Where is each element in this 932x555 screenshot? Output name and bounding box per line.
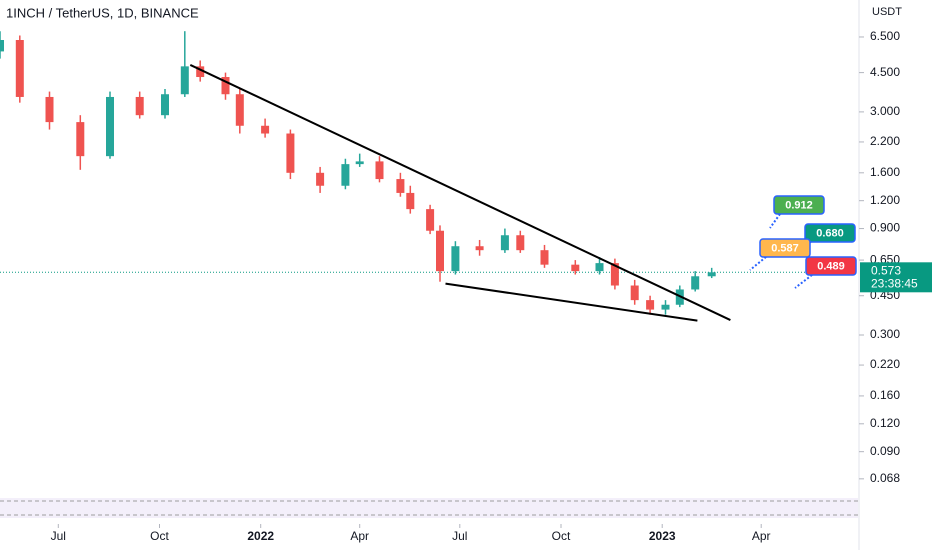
- callout-box: [773, 195, 825, 215]
- callout-pointer: [794, 274, 813, 289]
- rsi-panel: [0, 498, 858, 518]
- x-tick-label: Jul: [51, 529, 66, 543]
- y-tick-label: 1.600: [870, 165, 900, 179]
- y-tick-label: 0.120: [870, 416, 900, 430]
- candle-body: [610, 263, 619, 286]
- candle-body: [661, 304, 670, 310]
- y-tick-label: 0.900: [870, 221, 900, 235]
- x-tick-label: Jul: [452, 529, 467, 543]
- trendline: [445, 282, 698, 322]
- candle-body: [106, 96, 114, 157]
- candle-body: [630, 285, 639, 301]
- trendline: [189, 64, 731, 321]
- callout-label: 0.587: [771, 242, 799, 254]
- candle-body: [135, 96, 144, 116]
- candle-body: [235, 94, 244, 126]
- candle-body: [516, 235, 525, 251]
- candle-body: [341, 164, 350, 186]
- candle-body: [451, 246, 460, 272]
- candle-body: [180, 66, 189, 95]
- candle-body: [406, 192, 415, 210]
- candle-body: [540, 250, 549, 265]
- candle-body: [595, 263, 604, 272]
- candle-body: [45, 96, 54, 123]
- y-tick-label: 6.500: [870, 29, 900, 43]
- candle-body: [261, 125, 270, 134]
- callout-label: 0.489: [817, 260, 845, 272]
- y-unit: USDT: [872, 6, 902, 18]
- candle-body: [646, 300, 655, 310]
- x-tick-label: Oct: [552, 529, 571, 543]
- candle-body: [286, 133, 295, 173]
- y-tick-label: 0.160: [870, 388, 900, 402]
- candle-body: [375, 161, 384, 180]
- callout-box: [805, 256, 857, 276]
- candle-body: [316, 172, 325, 186]
- callout-pointer: [769, 213, 781, 229]
- candle-body: [426, 209, 435, 231]
- y-tick-label: 0.090: [870, 444, 900, 458]
- candle-body: [436, 230, 444, 272]
- candle-body: [355, 161, 364, 165]
- y-tick-label: 0.300: [870, 327, 900, 341]
- candle-body: [691, 276, 700, 290]
- x-tick-label: Apr: [350, 529, 369, 543]
- x-tick-label: Oct: [150, 529, 169, 543]
- candle-body: [500, 235, 509, 251]
- chart-title: 1INCH / TetherUS, 1D, BINANCE: [6, 5, 199, 20]
- candle-body: [161, 94, 169, 116]
- candle-body: [0, 40, 4, 52]
- callout-box: [759, 238, 811, 258]
- y-tick-label: 0.220: [870, 357, 900, 371]
- last-price-tag: [860, 262, 932, 293]
- x-tick-label: 2022: [247, 529, 274, 543]
- candle-body: [15, 40, 24, 97]
- y-tick-label: 0.068: [870, 471, 900, 485]
- callout-pointer: [749, 256, 767, 271]
- candle-body: [475, 246, 484, 251]
- x-tick-label: 2023: [649, 529, 676, 543]
- last-price-label: 0.573: [871, 263, 901, 277]
- callout-label: 0.912: [785, 199, 813, 211]
- candle-body: [76, 122, 85, 157]
- callout-label: 0.680: [816, 227, 844, 239]
- candle-body: [396, 179, 405, 193]
- candle-body: [221, 77, 230, 95]
- countdown-label: 23:38:45: [871, 276, 918, 290]
- candle-body: [196, 66, 205, 78]
- candle-body: [707, 272, 716, 277]
- candle-body: [571, 264, 580, 272]
- y-tick-label: 1.200: [870, 193, 900, 207]
- callout-box: [804, 223, 856, 243]
- y-tick-label: 3.000: [870, 104, 900, 118]
- y-tick-label: 4.500: [870, 65, 900, 79]
- y-tick-label: 2.200: [870, 134, 900, 148]
- x-tick-label: Apr: [752, 529, 771, 543]
